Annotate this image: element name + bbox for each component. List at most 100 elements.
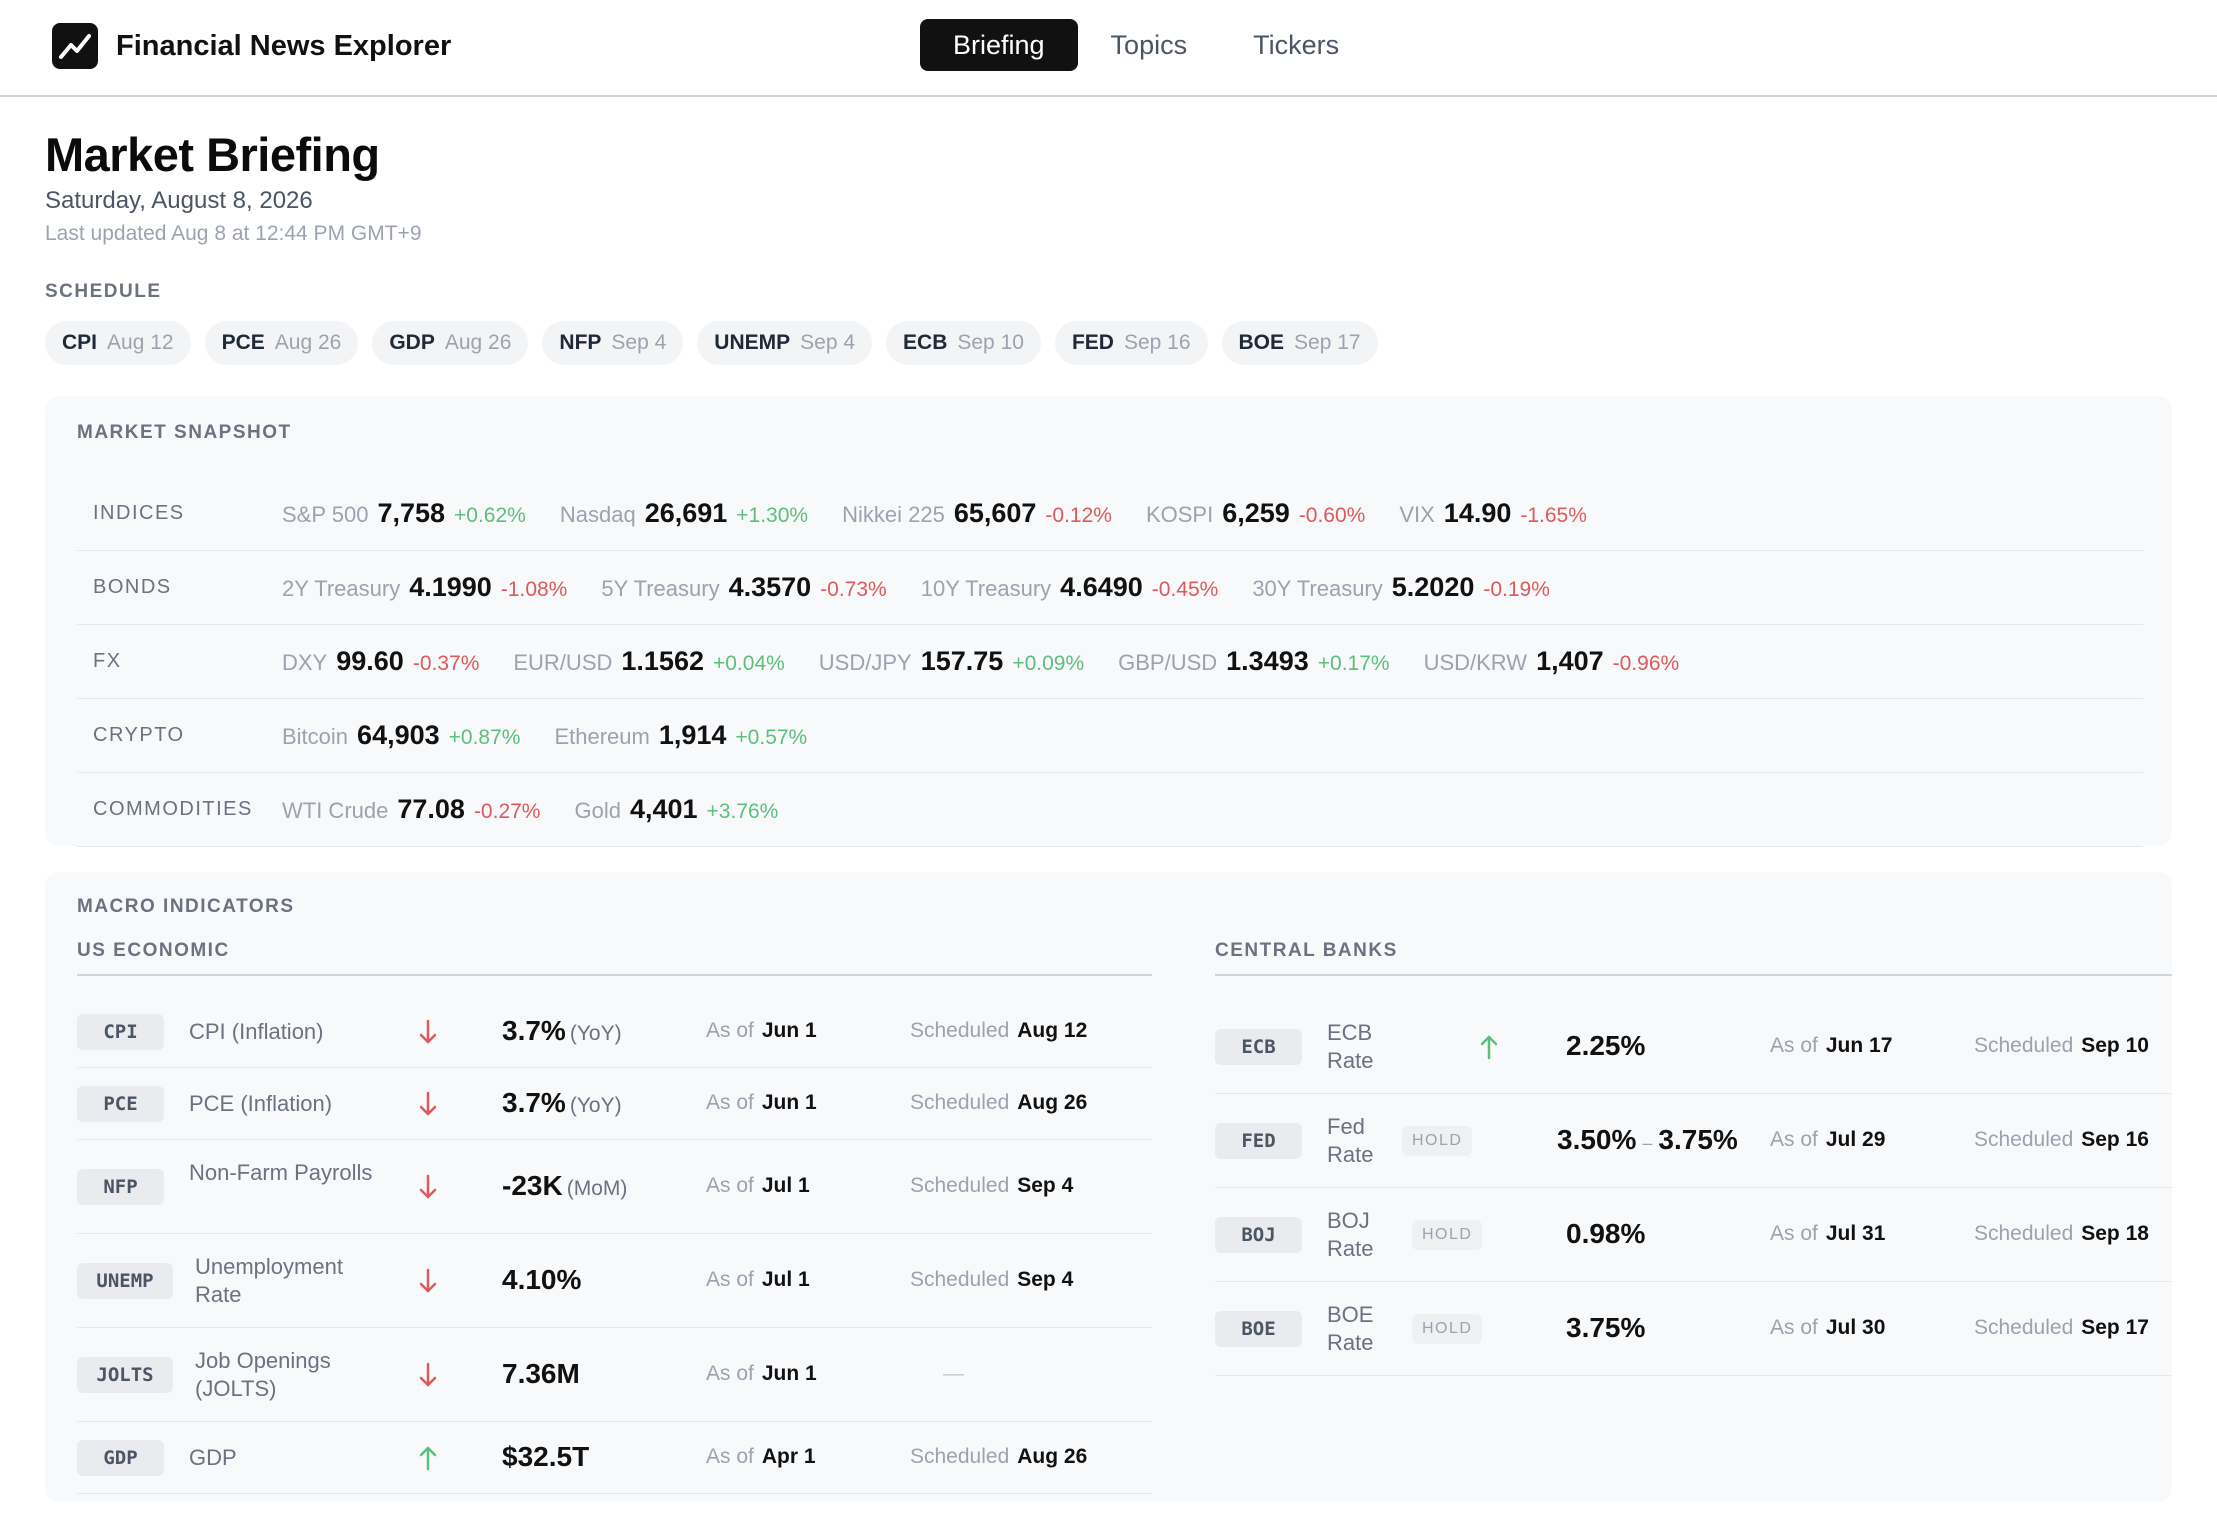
chip-date: Sep 4 — [611, 331, 667, 354]
quote-nasdaq[interactable]: Nasdaq 26,691 +1.30% — [560, 498, 808, 529]
chip-code: BOE — [1238, 331, 1285, 354]
quote-value: 26,691 — [644, 498, 728, 528]
indicator-code-badge: JOLTS — [77, 1357, 173, 1393]
tab-briefing[interactable]: Briefing — [920, 19, 1078, 71]
snapshot-row-commodities: COMMODITIES WTI Crude 77.08 -0.27% Gold 4,401… — [77, 773, 2143, 847]
quote-change: -0.12% — [1045, 504, 1112, 527]
us-indicator-row-pce[interactable]: PCE PCE (Inflation) 3.7% (YoY) As of Jun 1 Sch… — [77, 1068, 1152, 1140]
quote-gbp-usd[interactable]: GBP/USD 1.3493 +0.17% — [1118, 646, 1389, 677]
indicator-scheduled: Scheduled Aug 26 — [910, 1445, 1088, 1468]
snapshot-row-indices: INDICES S&P 500 7,758 +0.62% Nasdaq 26,691 +1.… — [77, 477, 2143, 551]
snapshot-row-label: FX — [93, 650, 122, 672]
quote-5y-treasury[interactable]: 5Y Treasury 4.3570 -0.73% — [601, 572, 886, 603]
status-badge: HOLD — [1412, 1220, 1483, 1250]
quote-bitcoin[interactable]: Bitcoin 64,903 +0.87% — [282, 720, 520, 751]
indicator-unit: (MoM) — [566, 1177, 628, 1200]
as-of-date: Jul 1 — [761, 1268, 810, 1291]
schedule-chip-cpi[interactable]: CPI Aug 12 — [45, 321, 191, 365]
tab-topics[interactable]: Topics — [1110, 29, 1188, 60]
indicator-name: Unemployment Rate — [195, 1254, 343, 1307]
us-indicator-row-gdp[interactable]: GDP GDP $32.5T As of Apr 1 Scheduled Aug 26 — [77, 1422, 1152, 1494]
quote-value: 77.08 — [397, 794, 465, 824]
schedule-chip-ecb[interactable]: ECB Sep 10 — [886, 321, 1041, 365]
bank-scheduled: Scheduled Sep 10 — [1974, 1034, 2149, 1057]
quote-kospi[interactable]: KOSPI 6,259 -0.60% — [1146, 498, 1365, 529]
quote-name: S&P 500 — [282, 502, 369, 527]
quote-name: VIX — [1399, 502, 1435, 527]
schedule-chip-pce[interactable]: PCE Aug 26 — [204, 321, 359, 365]
central-bank-row-boe[interactable]: BOE BOE Rate HOLD 3.75% As of Jul 30 Scheduled… — [1215, 1282, 2172, 1376]
chip-date: Sep 17 — [1294, 331, 1361, 354]
quote-dxy[interactable]: DXY 99.60 -0.37% — [282, 646, 479, 677]
indicator-value: 4.10% — [502, 1264, 582, 1295]
quote-vix[interactable]: VIX 14.90 -1.65% — [1399, 498, 1587, 529]
indicator-scheduled: Scheduled Sep 4 — [910, 1174, 1074, 1197]
quote-ethereum[interactable]: Ethereum 1,914 +0.57% — [554, 720, 807, 751]
quote-gold[interactable]: Gold 4,401 +3.76% — [574, 794, 778, 825]
quote-s-p-500[interactable]: S&P 500 7,758 +0.62% — [282, 498, 526, 529]
schedule-chip-fed[interactable]: FED Sep 16 — [1054, 321, 1208, 365]
scheduled-date: Sep 10 — [2081, 1034, 2149, 1057]
status-badge: HOLD — [1402, 1126, 1473, 1156]
arrow-down-icon — [416, 1017, 440, 1047]
us-indicator-row-jolts[interactable]: JOLTS Job Openings (JOLTS) 7.36M As of Jun 1… — [77, 1328, 1152, 1422]
schedule-chip-nfp[interactable]: NFP Sep 4 — [542, 321, 684, 365]
quote-wti-crude[interactable]: WTI Crude 77.08 -0.27% — [282, 794, 540, 825]
chip-date: Sep 4 — [800, 331, 856, 354]
indicator-as-of: As of Jul 1 — [706, 1174, 810, 1197]
schedule-chip-gdp[interactable]: GDP Aug 26 — [372, 321, 529, 365]
chip-date: Aug 12 — [107, 331, 174, 354]
chip-date: Aug 26 — [274, 331, 342, 354]
us-indicator-row-cpi[interactable]: CPI CPI (Inflation) 3.7% (YoY) As of Jun 1 Sch… — [77, 996, 1152, 1068]
chip-date: Sep 10 — [957, 331, 1024, 354]
indicator-value: $32.5T — [502, 1441, 590, 1472]
quote-value: 1.3493 — [1226, 646, 1309, 676]
arrow-down-icon — [416, 1360, 440, 1390]
quote-value: 4.6490 — [1060, 572, 1143, 602]
chip-date: Sep 16 — [1123, 331, 1191, 354]
central-bank-row-boj[interactable]: BOJ BOJ Rate HOLD 0.98% As of Jul 31 Scheduled… — [1215, 1188, 2172, 1282]
schedule-chip-unemp[interactable]: UNEMP Sep 4 — [697, 321, 873, 365]
brand[interactable]: Financial News Explorer — [52, 23, 451, 69]
quote-usd-krw[interactable]: USD/KRW 1,407 -0.96% — [1424, 646, 1680, 677]
bank-code-badge: BOE — [1215, 1311, 1302, 1347]
quote-eur-usd[interactable]: EUR/USD 1.1562 +0.04% — [513, 646, 784, 677]
central-bank-row-fed[interactable]: FED Fed Rate HOLD 3.50% –3.75% As of Jul 29 Sch… — [1215, 1094, 2172, 1188]
quote-value: 7,758 — [377, 498, 446, 528]
chip-code: UNEMP — [714, 331, 791, 354]
quote-30y-treasury[interactable]: 30Y Treasury 5.2020 -0.19% — [1252, 572, 1550, 603]
quote-value: 157.75 — [920, 646, 1004, 676]
status-badge: HOLD — [1412, 1314, 1483, 1344]
chip-code: FED — [1071, 331, 1114, 354]
indicator-name: GDP — [189, 1445, 237, 1470]
quote-value: 4.3570 — [728, 572, 812, 602]
page-date: Saturday, August 8, 2026 — [45, 187, 313, 214]
quote-name: USD/JPY — [818, 650, 912, 675]
bank-as-of: As of Jun 17 — [1770, 1034, 1893, 1057]
quote-name: USD/KRW — [1423, 650, 1528, 675]
indicator-scheduled: Scheduled Aug 26 — [910, 1091, 1088, 1114]
as-of-date: Jun 1 — [761, 1019, 817, 1042]
as-of-date: Jun 1 — [761, 1091, 817, 1114]
bank-rate-value: 3.75% — [1566, 1312, 1646, 1343]
as-of-date: Jul 1 — [761, 1174, 810, 1197]
quote-change: +0.09% — [1012, 652, 1085, 675]
scheduled-date: Aug 12 — [1017, 1019, 1088, 1042]
schedule-label: SCHEDULE — [45, 281, 162, 302]
indicator-unit: (YoY) — [569, 1022, 622, 1045]
quote-change: -0.27% — [473, 800, 541, 823]
tab-tickers[interactable]: Tickers — [1253, 29, 1340, 60]
central-bank-row-ecb[interactable]: ECB ECB Rate 2.25% As of Jun 17 Scheduled Sep … — [1215, 1000, 2172, 1094]
market-snapshot-card: MARKET SNAPSHOT INDICES S&P 500 7,758 +0.62… — [45, 396, 2172, 847]
us-indicator-row-nfp[interactable]: NFP Non-Farm Payrolls -23K (MoM) As of Jul 1 S… — [77, 1140, 1152, 1234]
indicator-name: Job Openings (JOLTS) — [195, 1348, 331, 1401]
schedule-chip-boe[interactable]: BOE Sep 17 — [1221, 321, 1378, 365]
quote-usd-jpy[interactable]: USD/JPY 157.75 +0.09% — [819, 646, 1084, 677]
quote-name: Ethereum — [554, 724, 650, 749]
us-indicator-row-unemp[interactable]: UNEMP Unemployment Rate 4.10% As of Jul 1 Sch… — [77, 1234, 1152, 1328]
quote-change: +0.04% — [712, 652, 785, 675]
quote-nikkei-225[interactable]: Nikkei 225 65,607 -0.12% — [842, 498, 1112, 529]
quote-2y-treasury[interactable]: 2Y Treasury 4.1990 -1.08% — [282, 572, 567, 603]
chip-code: NFP — [559, 331, 602, 354]
quote-10y-treasury[interactable]: 10Y Treasury 4.6490 -0.45% — [921, 572, 1219, 603]
